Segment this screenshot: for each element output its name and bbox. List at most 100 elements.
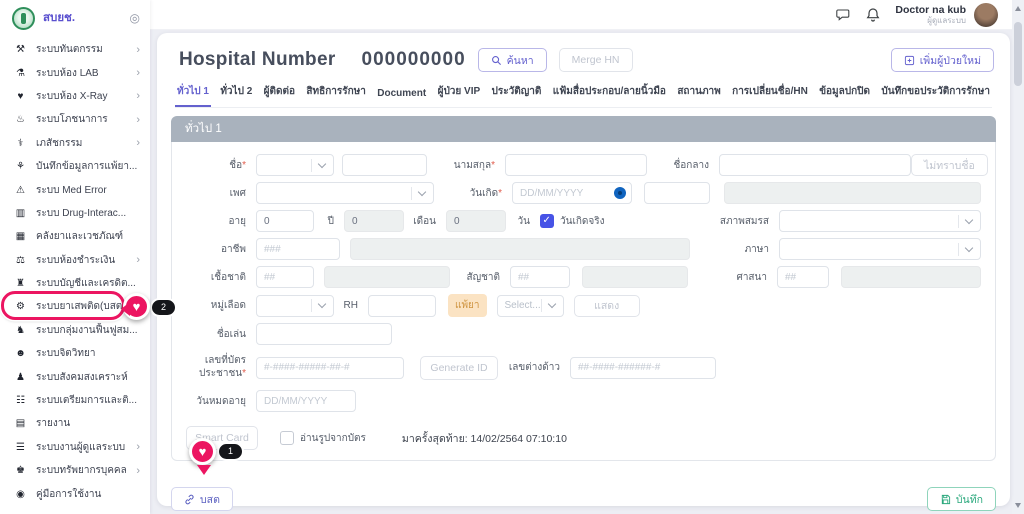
sidebar-item-label: คลังยาและเวชภัณฑ์ <box>36 231 124 243</box>
unknown-name-label: ไม่ทราบชื่อ <box>924 159 975 172</box>
tab-general-1[interactable]: ทั่วไป 1 <box>175 84 211 107</box>
save-button[interactable]: บันทึก <box>926 487 996 511</box>
scrollbar-thumb[interactable] <box>1014 22 1022 86</box>
sidebar-item-accounting-credit[interactable]: ♜ ระบบบัญชีและเครดิต... <box>0 272 150 295</box>
sidebar-item-xray[interactable]: ♥ ระบบห้อง X-Ray <box>0 85 150 108</box>
sidebar-item-reports[interactable]: ▤ รายงาน <box>0 412 150 435</box>
search-button[interactable]: ค้นหา <box>477 48 547 72</box>
add-patient-label: เพิ่มผู้ป่วยใหม่ <box>919 54 981 67</box>
middle-name-input[interactable] <box>719 154 911 176</box>
sidebar-item-nutrition[interactable]: ♨ ระบบโภชนาการ <box>0 108 150 131</box>
religion-code-input[interactable] <box>777 266 829 288</box>
annotation-heart-pin-1: ♥ <box>189 438 216 475</box>
sidebar-item-hr[interactable]: ♚ ระบบทรัพยากรบุคคล <box>0 459 150 482</box>
drug-allergy-badge[interactable]: แพ้ยา <box>448 294 487 317</box>
annotation-step-badge-2: 2 <box>150 298 178 318</box>
tab-contacts[interactable]: ผู้ติดต่อ <box>263 86 296 97</box>
thai-date-toggle-icon[interactable] <box>614 187 626 199</box>
sidebar-item-user-manual[interactable]: ◉ คู่มือการใช้งาน <box>0 482 150 505</box>
scroll-up-arrow[interactable] <box>1015 6 1021 11</box>
drug-interaction-icon: ▥ <box>15 207 26 219</box>
plus-square-icon <box>904 55 914 65</box>
add-patient-button[interactable]: เพิ่มผู้ป่วยใหม่ <box>890 48 994 72</box>
read-photo-checkbox[interactable] <box>280 431 294 445</box>
sidebar-item-pharmacy[interactable]: ⚕ เภสัชกรรม <box>0 132 150 155</box>
required-marker: * <box>242 159 246 171</box>
tab-vip-patient[interactable]: ผู้ป่วย VIP <box>437 86 481 97</box>
gender-select[interactable] <box>256 182 434 204</box>
birthdate-input[interactable] <box>512 182 632 204</box>
sidebar-item-label: ระบบเตรียมการและติ... <box>36 395 137 407</box>
sidebar-item-rehab-group[interactable]: ♞ ระบบกลุ่มงานฟื้นฟูสม... <box>0 319 150 342</box>
sidebar-item-label: รายงาน <box>36 418 71 430</box>
real-birthday-checkbox[interactable] <box>540 214 554 228</box>
user-avatar[interactable] <box>974 2 998 27</box>
blood-group-label: หมู่เลือด <box>210 300 246 311</box>
blood-group-select[interactable] <box>256 294 334 317</box>
allergy-select-placeholder: Select... <box>504 300 541 311</box>
sidebar-menu: ⚒ ระบบทันตกรรม ⚗ ระบบห้อง LAB ♥ ระบบห้อง… <box>0 36 178 506</box>
sidebar-item-preparation[interactable]: ☷ ระบบเตรียมการและติ... <box>0 389 150 412</box>
occupation-code-input[interactable] <box>256 238 340 260</box>
warehouse-icon: ▦ <box>15 231 26 243</box>
tab-name-hn-change[interactable]: การเปลี่ยนชื่อ/HN <box>732 86 808 97</box>
user-role: ผู้ดูแลระบบ <box>927 15 966 25</box>
sidebar-item-drug-warehouse[interactable]: ▦ คลังยาและเวชภัณฑ์ <box>0 225 150 248</box>
tab-document[interactable]: Document <box>377 88 427 99</box>
sidebar-item-label: ระบบจิตวิทยา <box>36 348 96 360</box>
first-name-input[interactable] <box>342 154 427 176</box>
tab-media-fingerprint[interactable]: แฟ้มสื่อประกอบ/ลายนิ้วมือ <box>552 86 666 97</box>
narcotics-icon: ⚙ <box>16 301 25 313</box>
sidebar-item-label: ระบบห้องชำระเงิน <box>36 254 116 266</box>
sidebar-item-allergy-record[interactable]: ⚘ บันทึกข้อมูลการแพ้ยา... <box>0 155 150 178</box>
tab-treatment-rights[interactable]: สิทธิการรักษา <box>306 86 366 97</box>
scroll-down-arrow[interactable] <box>1015 503 1021 508</box>
sidebar-item-cashier[interactable]: ⚖ ระบบห้องชำระเงิน <box>0 249 150 272</box>
birth-year-input[interactable] <box>644 182 710 204</box>
race-code-input[interactable] <box>256 266 314 288</box>
brand-logo <box>12 6 35 30</box>
citizen-id-input[interactable] <box>256 356 404 379</box>
rh-input[interactable] <box>368 294 436 317</box>
tab-confidential[interactable]: ข้อมูลปกปิด <box>819 86 870 97</box>
sidebar-item-med-error[interactable]: ⚠ ระบบ Med Error <box>0 178 150 201</box>
name-label: ชื่อ* <box>229 159 246 171</box>
show-button[interactable]: แสดง <box>573 294 640 317</box>
merge-hn-button[interactable]: Merge HN <box>558 48 633 72</box>
merge-hn-label: Merge HN <box>571 54 620 66</box>
surname-input[interactable] <box>505 154 647 176</box>
rehab-icon: ♞ <box>16 324 25 336</box>
chevron-right-icon <box>136 137 140 149</box>
name-prefix-select[interactable] <box>256 154 334 176</box>
nationality-code-input[interactable] <box>510 266 570 288</box>
tab-record-request[interactable]: บันทึกขอประวัติการรักษา <box>881 86 990 97</box>
allergy-select[interactable]: Select... <box>496 294 564 317</box>
sidebar-item-social-welfare[interactable]: ♟ ระบบสังคมสงเคราะห์ <box>0 365 150 388</box>
bell-icon[interactable] <box>865 7 881 23</box>
link-icon <box>185 494 194 504</box>
age-input[interactable] <box>256 210 314 232</box>
bst-link-button[interactable]: บสต <box>171 487 233 511</box>
tab-status[interactable]: สถานภาพ <box>677 86 721 97</box>
chevron-down-icon <box>417 187 427 196</box>
chat-icon[interactable] <box>835 7 851 23</box>
expiry-date-input[interactable] <box>256 390 356 412</box>
sidebar-item-dental[interactable]: ⚒ ระบบทันตกรรม <box>0 38 150 61</box>
section-header: ทั่วไป 1 <box>171 116 996 142</box>
tab-general-2[interactable]: ทั่วไป 2 <box>220 86 253 97</box>
sidebar-item-lab[interactable]: ⚗ ระบบห้อง LAB <box>0 61 150 84</box>
language-select[interactable] <box>779 238 981 260</box>
age-label: อายุ <box>228 215 246 227</box>
sidebar-item-drug-interaction[interactable]: ▥ ระบบ Drug-Interac... <box>0 202 150 225</box>
sidebar-item-admin[interactable]: ☰ ระบบงานผู้ดูแลระบบ <box>0 436 150 459</box>
sidebar-item-narcotics-bst[interactable]: ⚙ ระบบยาเสพติด(บสต) ♥ 2 <box>0 291 178 321</box>
chevron-right-icon <box>136 254 140 266</box>
unknown-name-button[interactable]: ไม่ทราบชื่อ <box>911 154 988 176</box>
sidebar-item-psychology[interactable]: ☻ ระบบจิตวิทยา <box>0 342 150 365</box>
marital-select[interactable] <box>779 210 981 232</box>
tab-relative-history[interactable]: ประวัติญาติ <box>491 86 542 97</box>
sidebar-collapse-icon[interactable]: ◎ <box>129 11 140 25</box>
alien-id-input[interactable] <box>570 356 716 379</box>
generate-id-button[interactable]: Generate ID <box>420 355 498 380</box>
nickname-input[interactable] <box>256 323 392 345</box>
